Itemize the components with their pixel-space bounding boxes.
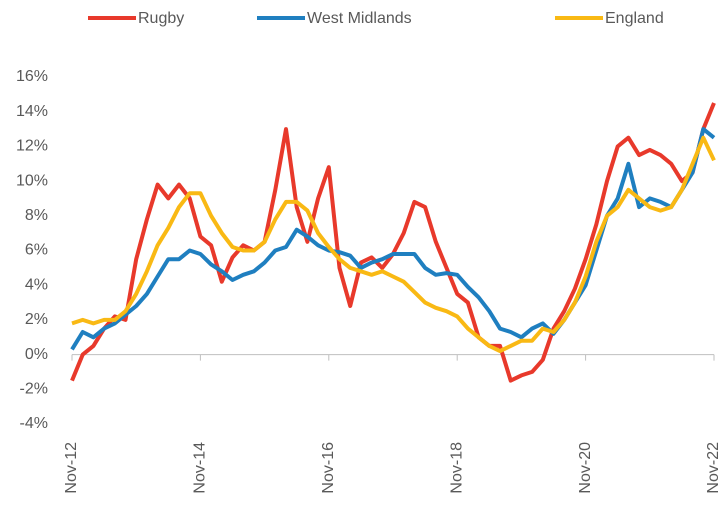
y-tick-label: 12% (16, 138, 48, 155)
line-series (70, 127, 716, 351)
y-tick-label: 8% (25, 207, 48, 224)
line-series (71, 135, 716, 354)
y-tick-label: 0% (25, 346, 48, 363)
legend-label: Rugby (138, 10, 184, 27)
x-tick-label: Nov-14 (192, 442, 209, 494)
legend-label: England (605, 10, 664, 27)
y-tick-label: 6% (25, 242, 48, 259)
y-tick-label: 16% (16, 68, 48, 85)
x-tick-label: Nov-16 (320, 442, 337, 494)
x-tick-label: Nov-22 (705, 442, 718, 494)
y-tick-label: 10% (16, 172, 48, 189)
y-tick-label: -4% (20, 415, 48, 432)
x-tick-label: Nov-12 (63, 442, 80, 494)
x-tick-label: Nov-20 (577, 442, 594, 494)
x-tick-label: Nov-18 (448, 442, 465, 494)
legend-label: West Midlands (307, 10, 412, 27)
line-series (70, 102, 716, 383)
y-tick-label: -2% (20, 381, 48, 398)
y-tick-label: 2% (25, 311, 48, 328)
y-tick-label: 14% (16, 103, 48, 120)
y-tick-label: 4% (25, 276, 48, 293)
